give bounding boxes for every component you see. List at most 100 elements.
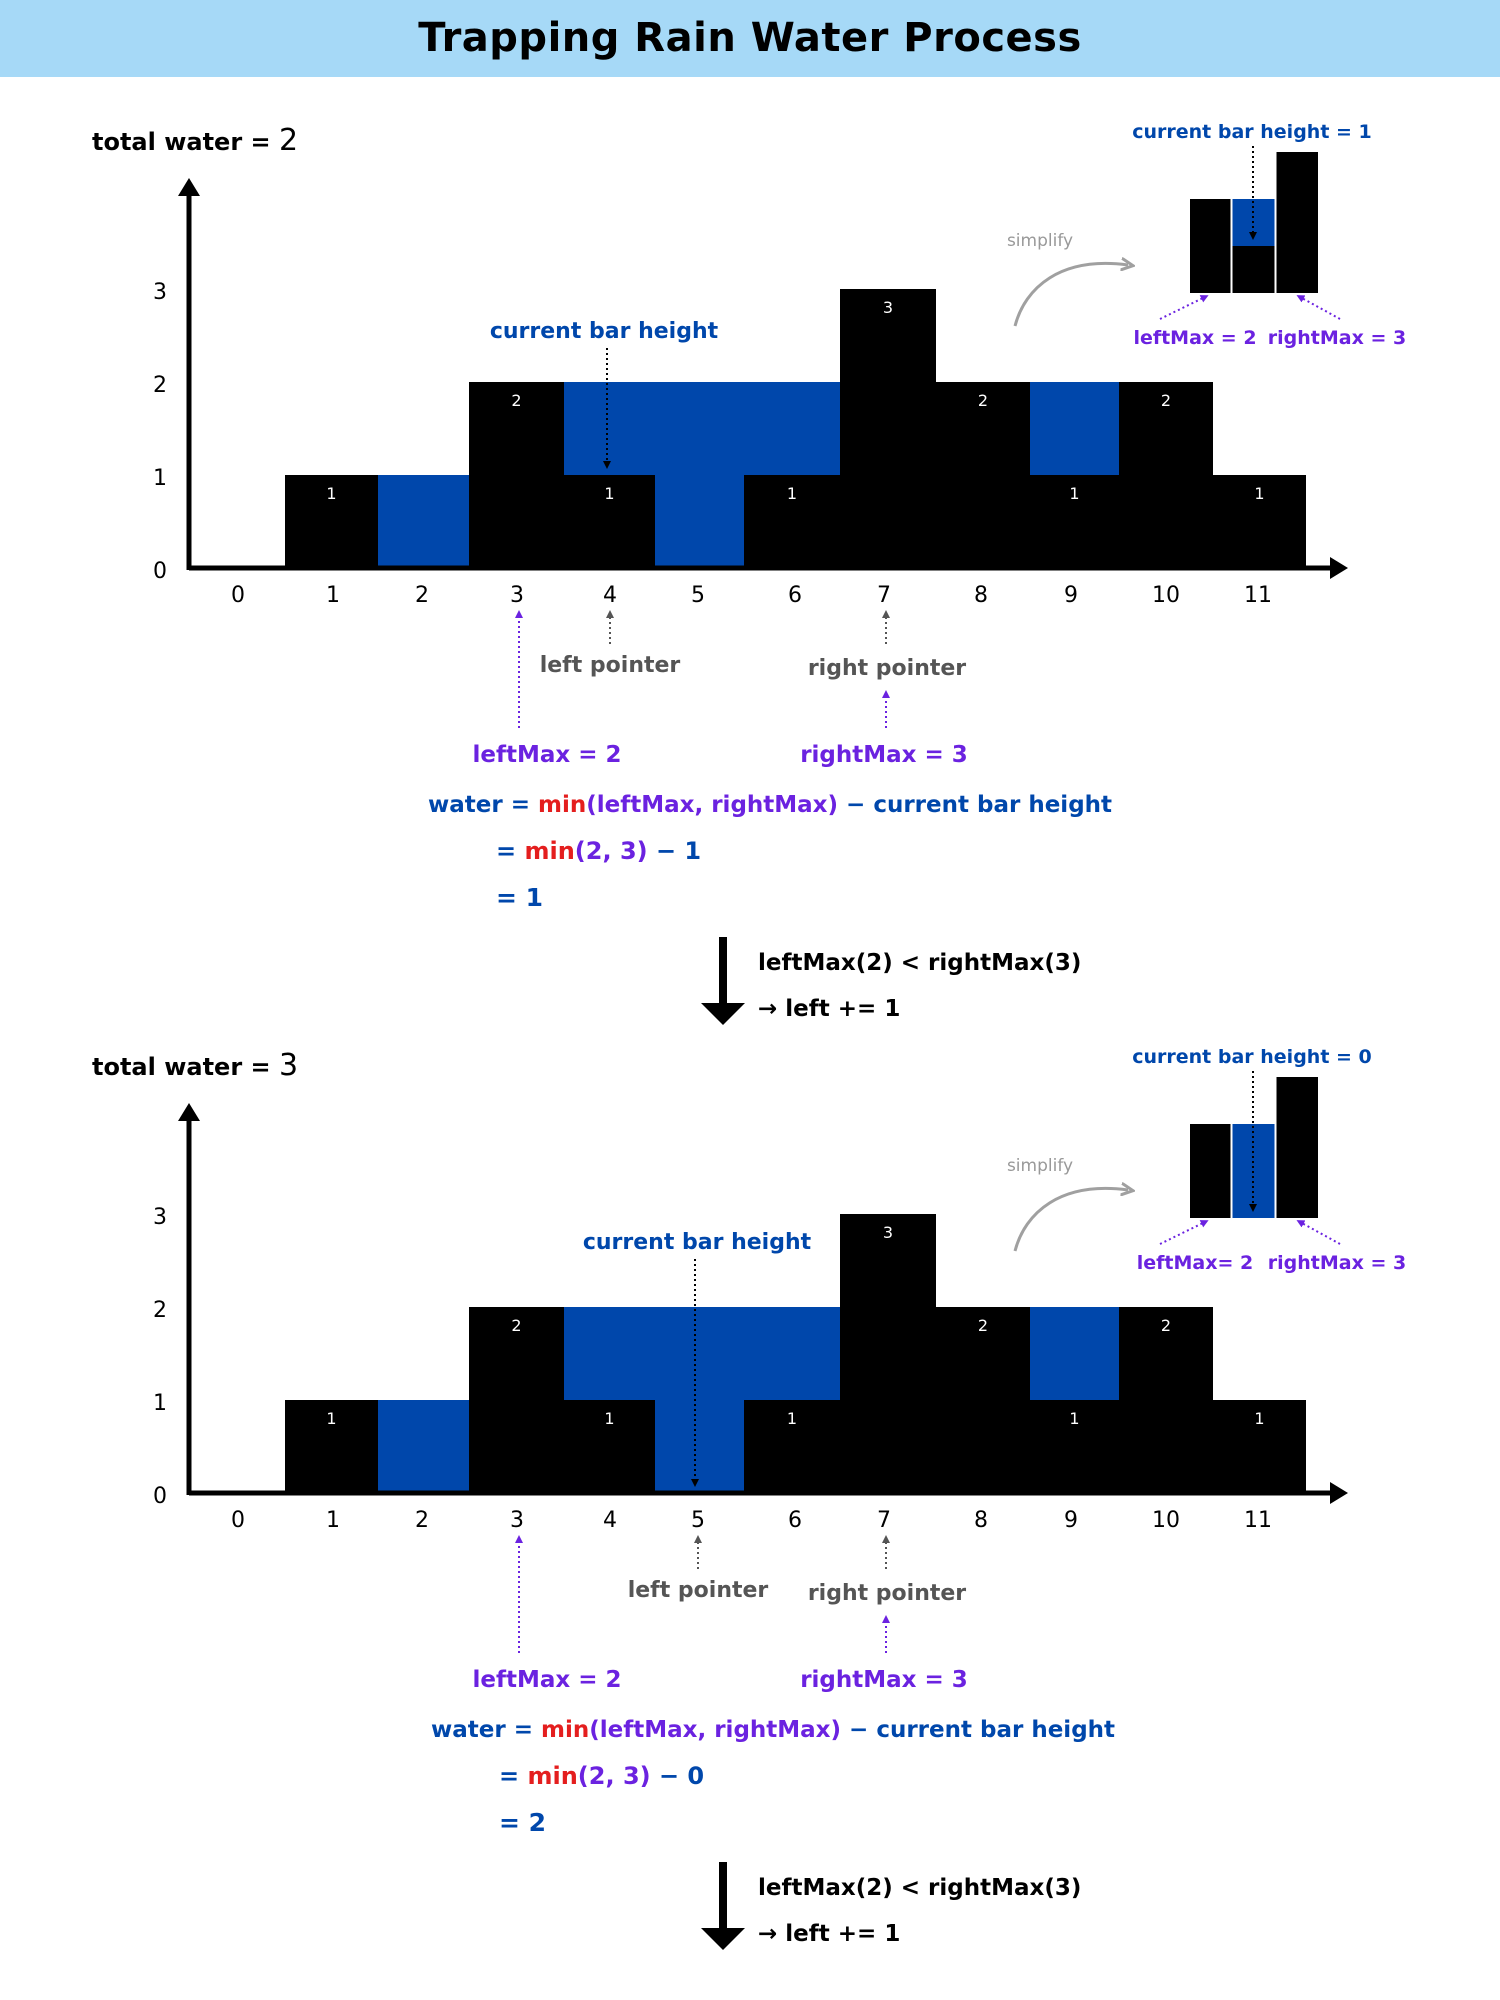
water-cell-2 xyxy=(378,1400,469,1493)
x-tick-0: 0 xyxy=(231,1508,245,1533)
inset-bar-2 xyxy=(1276,1077,1318,1218)
bar-label-11: 1 xyxy=(1254,1409,1264,1428)
inset-rightmax-arrow xyxy=(1296,1220,1341,1245)
y-tick-1: 1 xyxy=(153,466,167,491)
bar-1 xyxy=(285,475,378,568)
x-tick-1: 1 xyxy=(326,1508,340,1533)
leftmax-label: leftMax = 2 xyxy=(472,1667,621,1693)
formula-line-3: = 2 xyxy=(499,1808,546,1837)
y-tick-3: 3 xyxy=(153,1205,167,1230)
step-action-text: → left += 1 xyxy=(758,996,900,1022)
x-tick-7: 7 xyxy=(877,1508,891,1533)
simplify-arrow xyxy=(1013,1188,1128,1252)
bar-3 xyxy=(469,382,564,568)
formula-step1-eq: = xyxy=(496,837,524,865)
inset-bar-0 xyxy=(1190,1124,1231,1218)
x-tick-0: 0 xyxy=(231,583,245,608)
bar-11 xyxy=(1213,1400,1306,1493)
x-tick-8: 8 xyxy=(974,1508,988,1533)
bar-4 xyxy=(564,475,655,568)
bar-label-9: 1 xyxy=(1069,1409,1079,1428)
formula-args: (leftMax, rightMax) xyxy=(586,792,838,818)
x-tick-11: 11 xyxy=(1244,1508,1272,1533)
right-pointer-label: right pointer xyxy=(808,1581,966,1606)
water-cell-4 xyxy=(564,1307,655,1400)
leftmax-label: leftMax = 2 xyxy=(472,742,621,768)
simplify-label: simplify xyxy=(1007,1156,1073,1176)
water-cell-5 xyxy=(655,1307,744,1493)
title-band xyxy=(0,0,1500,77)
bar-6 xyxy=(744,475,840,568)
inset-bar-2 xyxy=(1276,152,1318,293)
bar-8 xyxy=(936,1307,1030,1493)
x-axis-arrowhead xyxy=(1330,557,1348,579)
formula-step1-args: (2, 3) xyxy=(578,1762,651,1790)
current-bar-height-label: current bar height xyxy=(490,319,719,344)
x-tick-2: 2 xyxy=(415,583,429,608)
x-tick-1: 1 xyxy=(326,583,340,608)
bar-10 xyxy=(1119,1307,1213,1493)
total-water-label: total water = 3 xyxy=(92,1048,298,1083)
x-tick-5: 5 xyxy=(691,583,705,608)
bar-1 xyxy=(285,1400,378,1493)
formula-lhs: water = xyxy=(428,792,538,818)
formula-lhs: water = xyxy=(431,1717,541,1743)
water-cell-5 xyxy=(655,382,744,568)
inset-leftmax-label: leftMax= 2 xyxy=(1137,1252,1254,1274)
formula-min-fn: min xyxy=(541,1717,589,1743)
bar-4 xyxy=(564,1400,655,1493)
inset-leftmax-label: leftMax = 2 xyxy=(1133,327,1256,349)
inset-rightmax-label: rightMax = 3 xyxy=(1268,1252,1406,1274)
step-condition-text: leftMax(2) < rightMax(3) xyxy=(758,1875,1081,1901)
bar-label-6: 1 xyxy=(787,1409,797,1428)
water-cell-6 xyxy=(744,1307,840,1400)
formula-line-3: = 1 xyxy=(496,883,543,912)
bar-label-10: 2 xyxy=(1161,1316,1171,1335)
formula-step1-eq: = xyxy=(499,1762,527,1790)
water-cell-4 xyxy=(564,382,655,475)
inset-bar-1 xyxy=(1232,246,1275,293)
bar-7 xyxy=(840,1214,936,1493)
total-water-label: total water = 2 xyxy=(92,123,298,158)
bar-label-3: 2 xyxy=(511,1316,521,1335)
y-axis-arrowhead xyxy=(178,178,200,196)
y-tick-1: 1 xyxy=(153,1391,167,1416)
water-cell-9 xyxy=(1030,382,1119,475)
left-pointer-label: left pointer xyxy=(628,1578,769,1603)
x-tick-9: 9 xyxy=(1064,1508,1078,1533)
step-down-arrowhead xyxy=(701,1003,745,1025)
inset-leftmax-arrow xyxy=(1159,1220,1209,1245)
x-tick-10: 10 xyxy=(1152,1508,1180,1533)
formula-step1-min: min xyxy=(524,837,574,865)
bar-label-6: 1 xyxy=(787,484,797,503)
bar-label-4: 1 xyxy=(604,484,614,503)
inset-leftmax-arrow xyxy=(1159,295,1209,320)
bar-label-11: 1 xyxy=(1254,484,1264,503)
step-condition-text: leftMax(2) < rightMax(3) xyxy=(758,950,1081,976)
formula-step1-min: min xyxy=(527,1762,577,1790)
inset-rightmax-label: rightMax = 3 xyxy=(1268,327,1406,349)
bar-label-8: 2 xyxy=(978,391,988,410)
total-water-value: 2 xyxy=(279,123,298,158)
x-tick-9: 9 xyxy=(1064,583,1078,608)
water-cell-9 xyxy=(1030,1307,1119,1400)
y-tick-2: 2 xyxy=(153,1298,167,1323)
bar-label-8: 2 xyxy=(978,1316,988,1335)
bar-label-7: 3 xyxy=(883,298,893,317)
bar-8 xyxy=(936,382,1030,568)
rightmax-label: rightMax = 3 xyxy=(800,742,968,768)
formula-line-1: water = min(leftMax, rightMax) − current… xyxy=(431,1717,1115,1743)
y-tick-0: 0 xyxy=(153,1484,167,1509)
y-tick-3: 3 xyxy=(153,280,167,305)
x-tick-2: 2 xyxy=(415,1508,429,1533)
formula-line-2: = min(2, 3) − 1 xyxy=(496,837,701,865)
bar-6 xyxy=(744,1400,840,1493)
formula-step1-args: (2, 3) xyxy=(575,837,648,865)
step-down-arrowhead xyxy=(701,1928,745,1950)
total-water-value: 3 xyxy=(279,1048,298,1083)
formula-line-2: = min(2, 3) − 0 xyxy=(499,1762,704,1790)
bar-label-9: 1 xyxy=(1069,484,1079,503)
bar-label-1: 1 xyxy=(326,1409,336,1428)
right-pointer-label: right pointer xyxy=(808,656,966,681)
